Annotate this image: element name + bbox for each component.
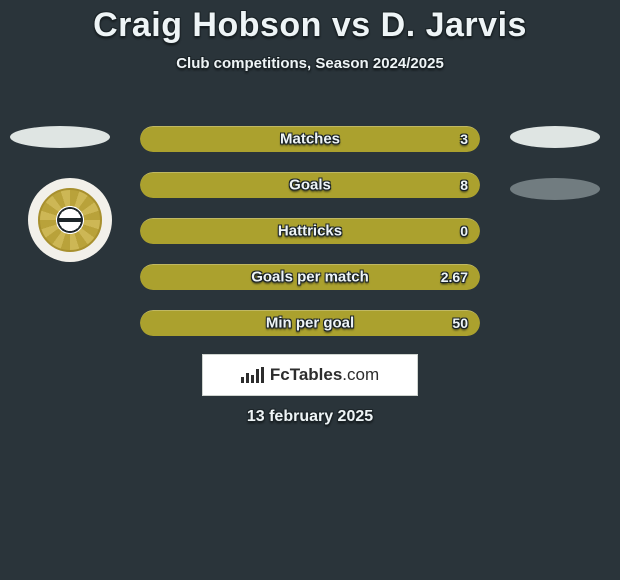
stats-container: Matches 3 Goals 8 Hattricks 0 Goals per match 2… bbox=[140, 126, 480, 356]
page-title: Craig Hobson vs D. Jarvis bbox=[0, 0, 620, 45]
player-right-club-placeholder bbox=[510, 178, 600, 200]
player-left-photo-placeholder bbox=[10, 126, 110, 148]
stat-fill-left bbox=[140, 172, 310, 198]
fctables-brand-bold: FcTables bbox=[270, 365, 342, 384]
stat-bar: Min per goal 50 bbox=[140, 310, 480, 336]
stat-value-right: 3 bbox=[460, 131, 468, 147]
stat-bar: Goals 8 bbox=[140, 172, 480, 198]
stat-value-right: 2.67 bbox=[441, 269, 468, 285]
stat-fill-right bbox=[310, 172, 480, 198]
bars-icon bbox=[241, 367, 264, 383]
stat-label: Matches bbox=[280, 131, 340, 148]
stat-label: Goals bbox=[289, 177, 331, 194]
stat-bar: Hattricks 0 bbox=[140, 218, 480, 244]
fctables-text: FcTables.com bbox=[270, 365, 379, 385]
player-right-photo-placeholder bbox=[510, 126, 600, 148]
fctables-brand-light: .com bbox=[342, 365, 379, 384]
stat-bar: Goals per match 2.67 bbox=[140, 264, 480, 290]
stat-value-right: 8 bbox=[460, 177, 468, 193]
stat-value-right: 0 bbox=[460, 223, 468, 239]
player-left-club-crest bbox=[28, 178, 112, 262]
stat-label: Min per goal bbox=[266, 315, 354, 332]
page-subtitle: Club competitions, Season 2024/2025 bbox=[0, 55, 620, 72]
stat-bar: Matches 3 bbox=[140, 126, 480, 152]
fctables-watermark: FcTables.com bbox=[202, 354, 418, 396]
stat-label: Goals per match bbox=[251, 269, 369, 286]
stat-label: Hattricks bbox=[278, 223, 342, 240]
date-text: 13 february 2025 bbox=[0, 408, 620, 426]
stat-value-right: 50 bbox=[452, 315, 468, 331]
club-crest-icon bbox=[38, 188, 102, 252]
